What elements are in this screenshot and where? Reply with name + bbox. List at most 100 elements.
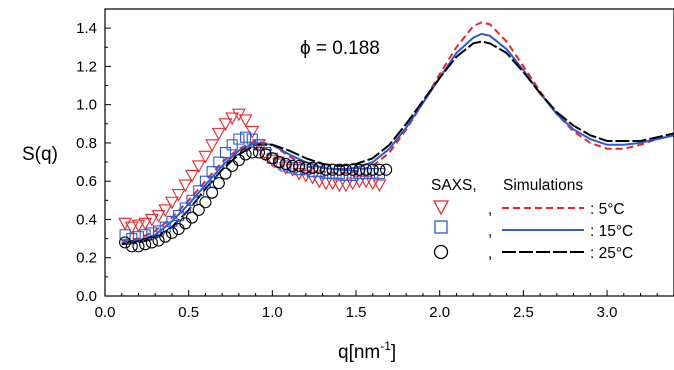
y-tick-label: 0.6 <box>76 173 97 190</box>
x-axis-title-close: ] <box>391 342 396 363</box>
saxs-point-25c <box>266 152 279 165</box>
saxs-point-25c <box>239 148 252 161</box>
saxs-point-25c <box>326 163 339 176</box>
saxs-point-25c <box>306 161 319 174</box>
saxs-point-25c <box>360 163 373 176</box>
legend-header-simulations: Simulations <box>503 177 583 194</box>
legend-marker-5c-triangle-icon <box>432 200 450 216</box>
simulation-line-15c <box>121 32 674 244</box>
saxs-point-5c <box>238 114 253 128</box>
saxs-point-5c <box>185 169 199 183</box>
y-tick-label: 0.2 <box>76 250 97 267</box>
saxs-point-5c <box>372 179 387 193</box>
saxs-point-5c <box>191 160 206 174</box>
legend-marker-15c-square-icon <box>434 220 448 234</box>
saxs-point-5c <box>144 213 159 227</box>
saxs-point-5c <box>165 196 179 210</box>
saxs-point-15c <box>166 215 178 227</box>
saxs-point-15c <box>367 167 379 180</box>
saxs-point-15c <box>313 166 325 178</box>
saxs-point-25c <box>165 226 178 239</box>
saxs-point-15c <box>253 139 265 151</box>
saxs-point-25c <box>179 217 192 230</box>
axis-ticks: 0.0 0.5 1.0 1.5 2.0 2.5 3.0 0.0 0.2 0.4 0.6 0.8 1.0 1… <box>76 8 658 321</box>
saxs-point-25c <box>319 163 332 176</box>
saxs-point-5c <box>272 158 286 172</box>
saxs-point-25c <box>206 186 219 199</box>
x-tick-label: 0.5 <box>178 304 199 321</box>
saxs-point-5c <box>352 175 367 189</box>
saxs-point-25c <box>353 163 366 176</box>
saxs-point-25c <box>380 163 393 176</box>
y-tick-label: 1.0 <box>76 97 97 114</box>
saxs-point-15c <box>179 202 191 214</box>
saxs-point-25c <box>125 240 138 253</box>
saxs-point-15c <box>327 167 339 180</box>
saxs-point-25c <box>145 236 158 249</box>
saxs-point-15c <box>333 167 345 180</box>
saxs-point-5c <box>305 171 320 185</box>
saxs-point-25c <box>279 157 292 171</box>
saxs-point-25c <box>172 222 185 236</box>
saxs-point-15c <box>219 146 232 159</box>
x-axis-title-main: q[nm <box>338 342 380 363</box>
saxs-point-5c <box>151 210 166 223</box>
saxs-point-15c <box>173 210 185 222</box>
saxs-point-15c <box>132 231 145 243</box>
saxs-point-15c <box>199 175 211 187</box>
saxs-point-5c <box>218 118 233 131</box>
saxs-point-5c <box>225 112 240 126</box>
saxs-point-15c <box>306 166 319 178</box>
saxs-point-5c <box>332 179 347 193</box>
saxs-point-25c <box>259 148 272 161</box>
phi-annotation: ϕ = 0.188 <box>300 38 380 59</box>
saxs-point-25c <box>286 159 299 172</box>
legend-sep-25c: , <box>488 245 492 262</box>
x-tick-label: 0.0 <box>95 304 116 321</box>
saxs-point-5c <box>118 217 133 231</box>
saxs-point-25c <box>159 230 172 243</box>
x-tick-label: 3.0 <box>597 304 618 321</box>
saxs-point-25c <box>119 236 132 249</box>
saxs-point-5c <box>124 221 139 235</box>
saxs-point-15c <box>193 185 205 197</box>
saxs-point-25c <box>152 234 165 247</box>
saxs-point-15c <box>186 194 198 206</box>
saxs-point-15c <box>226 139 238 151</box>
y-tick-label: 0.0 <box>76 288 97 305</box>
x-tick-label: 2.5 <box>513 304 534 321</box>
saxs-point-15c <box>119 229 131 241</box>
saxs-point-25c <box>185 211 199 224</box>
saxs-point-15c <box>126 233 138 245</box>
saxs-point-25c <box>212 177 225 190</box>
saxs-point-25c <box>192 203 205 216</box>
simulation-line-5c <box>121 21 674 242</box>
legend-sep-5c: , <box>488 201 492 218</box>
legend-label-15c: : 15°C <box>590 223 633 240</box>
saxs-point-25c <box>139 238 152 251</box>
x-axis-title-sup: -1 <box>380 339 391 353</box>
saxs-point-5c <box>205 139 220 152</box>
saxs-point-25c <box>246 146 259 159</box>
saxs-point-15c <box>293 164 305 176</box>
x-axis-title: q[nm-1] <box>338 339 396 363</box>
saxs-point-5c <box>265 154 280 168</box>
saxs-point-5c <box>171 189 186 202</box>
plot-frame <box>104 8 674 297</box>
saxs-point-25c <box>366 163 379 176</box>
saxs-point-15c <box>360 167 372 180</box>
saxs-point-25c <box>219 167 232 180</box>
y-tick-label: 0.4 <box>76 211 97 228</box>
saxs-point-15c <box>139 229 151 241</box>
saxs-point-25c <box>252 146 266 159</box>
saxs-point-25c <box>132 240 145 253</box>
legend-label-5c: : 5°C <box>590 201 625 218</box>
saxs-point-15c <box>206 166 218 178</box>
x-tick-label: 2.0 <box>429 304 450 321</box>
saxs-point-25c <box>313 161 326 174</box>
saxs-point-25c <box>199 196 212 209</box>
saxs-point-25c <box>299 161 312 174</box>
saxs-point-25c <box>333 163 346 176</box>
legend-label-25c: : 25°C <box>590 245 633 262</box>
